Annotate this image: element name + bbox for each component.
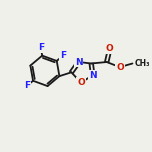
Text: O: O: [77, 78, 85, 87]
Text: CH₃: CH₃: [134, 59, 150, 68]
Text: F: F: [60, 51, 66, 60]
Text: N: N: [75, 57, 83, 67]
Text: F: F: [24, 81, 30, 90]
Text: O: O: [116, 63, 124, 72]
Text: F: F: [38, 43, 44, 52]
Text: O: O: [106, 44, 114, 53]
Text: N: N: [89, 71, 97, 80]
